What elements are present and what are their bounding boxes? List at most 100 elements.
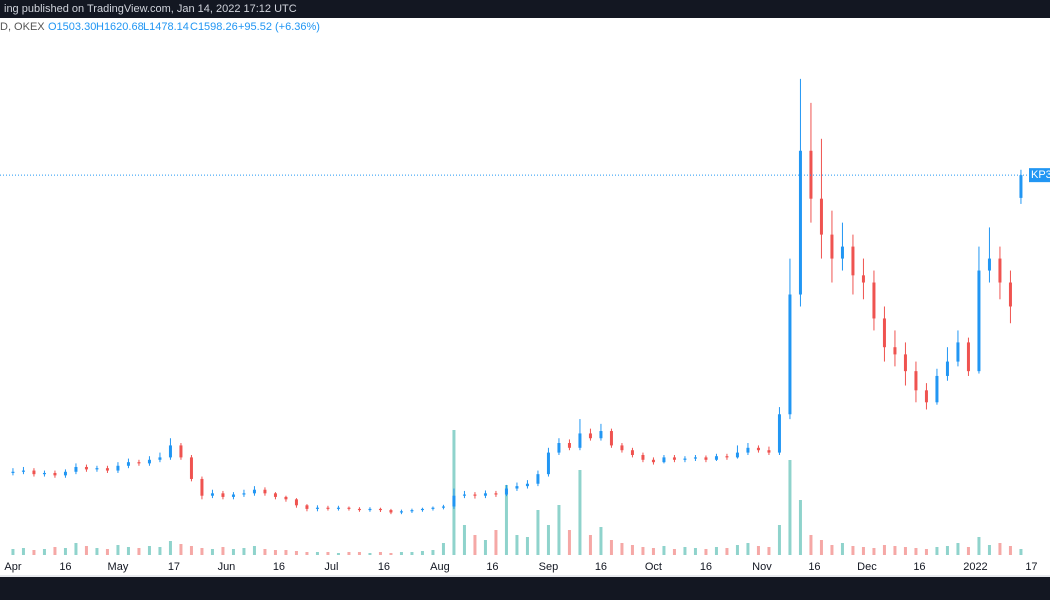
volume-bar — [966, 547, 970, 555]
volume-bar — [977, 537, 981, 555]
candle-body — [714, 456, 718, 460]
candle-body — [116, 465, 120, 471]
volume-bar — [126, 547, 130, 555]
candle-body — [368, 508, 372, 511]
volume-bar — [84, 546, 88, 555]
x-tick-label: Dec — [857, 561, 877, 573]
volume-bar — [158, 547, 162, 555]
candle-body — [956, 342, 960, 362]
volume-bar — [284, 550, 288, 555]
candle-body — [914, 371, 918, 391]
x-tick-label: 2022 — [963, 561, 987, 573]
candle-body — [95, 468, 99, 470]
candle-body — [242, 493, 246, 495]
volume-bar — [914, 548, 918, 555]
candle-body — [1008, 282, 1012, 307]
volume-bar — [746, 543, 750, 555]
high-label: H1620.68 — [96, 21, 144, 33]
volume-bar — [378, 552, 382, 555]
candle-body — [840, 246, 844, 259]
candle-body — [683, 458, 687, 460]
volume-bar — [168, 541, 172, 555]
candle-body — [693, 457, 697, 459]
candle-body — [777, 414, 781, 453]
candle-body — [578, 433, 582, 448]
volume-bar — [147, 546, 151, 555]
volume-bar — [462, 525, 466, 555]
candle-body — [452, 495, 456, 507]
volume-bar — [420, 551, 424, 555]
volume-bar — [788, 460, 792, 555]
volume-bar — [672, 549, 676, 555]
candle-body — [389, 510, 393, 513]
volume-bar — [987, 545, 991, 555]
volume-bar — [221, 547, 225, 555]
volume-bar — [567, 530, 571, 555]
x-tick-label: 16 — [59, 561, 71, 573]
candle-body — [1019, 175, 1023, 198]
volume-bar — [11, 549, 15, 555]
candle-body — [305, 505, 309, 509]
open-label: O1503.30 — [48, 21, 96, 33]
x-tick-label: Aug — [430, 561, 450, 573]
candle-body — [756, 447, 760, 451]
volume-bar — [693, 548, 697, 555]
volume-bar — [630, 545, 634, 555]
volume-bar — [273, 550, 277, 555]
volume-bar — [179, 544, 183, 555]
x-tick-label: Oct — [645, 561, 662, 573]
volume-bar — [1008, 546, 1012, 555]
volume-bar — [105, 549, 109, 555]
volume-bar — [924, 549, 928, 555]
low-label: L1478.14 — [143, 21, 189, 33]
volume-bar — [945, 546, 949, 555]
x-tick-label: Sep — [539, 561, 559, 573]
candle-body — [137, 462, 141, 464]
candle-body — [11, 471, 15, 473]
candle-body — [651, 459, 655, 463]
volume-bar — [893, 546, 897, 555]
volume-bar — [683, 547, 687, 555]
candle-body — [347, 507, 351, 509]
volume-bar — [536, 510, 540, 555]
candle-body — [42, 472, 46, 475]
candle-body — [872, 282, 876, 319]
x-tick-label: 17 — [168, 561, 180, 573]
candle-body — [263, 489, 267, 494]
candle-body — [84, 466, 88, 470]
volume-bar — [557, 505, 561, 555]
candle-body — [399, 511, 403, 513]
candle-body — [441, 506, 445, 508]
volume-bar — [588, 535, 592, 555]
candle-body — [945, 361, 949, 376]
candle-body — [315, 507, 319, 509]
candle-body — [746, 447, 750, 453]
candle-body — [378, 508, 382, 511]
candle-body — [273, 493, 277, 497]
candle-body — [987, 258, 991, 271]
candle-body — [189, 457, 193, 479]
candle-body — [494, 493, 498, 495]
candle-body — [284, 496, 288, 500]
candle-body — [536, 474, 540, 484]
candle-body — [473, 494, 477, 496]
candle-body — [504, 488, 508, 495]
volume-bar — [609, 540, 613, 555]
volume-bar — [546, 525, 550, 555]
x-tick-label: Jun — [218, 561, 236, 573]
candle-body — [126, 462, 130, 466]
candle-body — [483, 493, 487, 496]
volume-bar — [21, 548, 25, 555]
candle-body — [567, 443, 571, 448]
volume-bar — [336, 553, 340, 555]
volume-bar — [798, 500, 802, 555]
candle-body — [410, 510, 414, 512]
candle-body — [599, 431, 603, 439]
x-tick-label: May — [108, 561, 129, 573]
candle-body — [546, 452, 550, 475]
candle-body — [326, 507, 330, 509]
candle-body — [210, 493, 214, 496]
candle-body — [998, 258, 1002, 283]
candle-body — [588, 433, 592, 439]
